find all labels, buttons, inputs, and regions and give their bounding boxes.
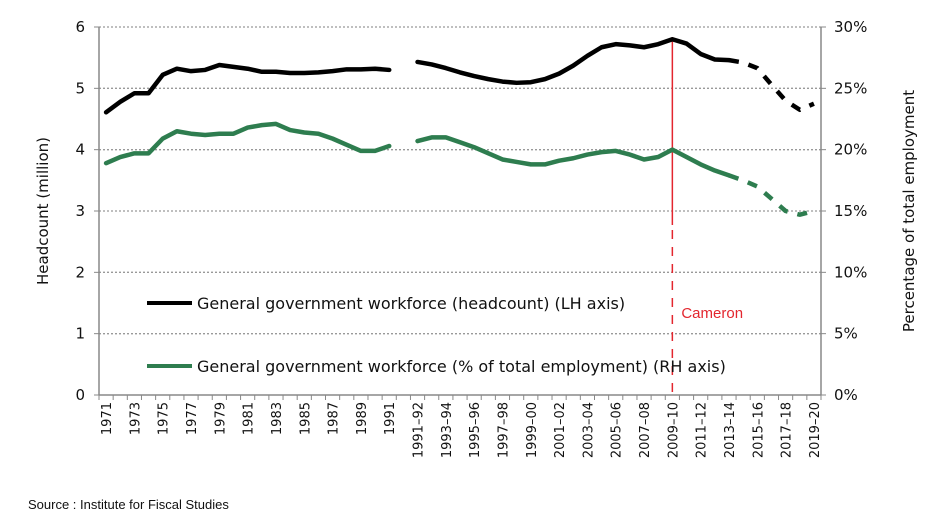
x-tick-label: 1987 — [327, 402, 342, 435]
x-tick-label: 1981 — [242, 402, 257, 435]
y-right-tick-label: 5% — [834, 325, 858, 343]
y-axis-title-right: Percentage of total employment — [900, 90, 918, 332]
y-tick-label: 2 — [75, 263, 85, 281]
x-tick-label: 2015–16 — [751, 402, 766, 458]
cameron-label: Cameron — [681, 305, 743, 322]
y-tick-label: 5 — [75, 79, 85, 97]
source-note: Source : Institute for Fiscal Studies — [28, 497, 229, 512]
percent-line — [415, 135, 732, 178]
y-right-tick-label: 20% — [834, 141, 867, 159]
y-right-tick-label: 30% — [834, 18, 867, 36]
x-tick-label: 1971 — [100, 402, 115, 435]
x-tick-label: 2017–18 — [780, 402, 795, 458]
x-tick-label: 1999–00 — [525, 402, 540, 458]
cameron-marker: Cameron — [671, 37, 743, 395]
headcount-line-projection — [728, 57, 815, 113]
x-tick-label: 1993–94 — [440, 402, 455, 458]
x-tick-label: 2003–04 — [581, 402, 596, 458]
x-axis-ticks: 1971 1973 1975 1977 1979 1981 1983 1985 1987 1989… — [98, 395, 823, 458]
x-tick-label: 1977 — [185, 402, 200, 435]
y-tick-label: 0 — [75, 386, 85, 404]
x-tick-label: 2013–14 — [723, 402, 738, 458]
x-tick-label: 2001–02 — [553, 402, 568, 458]
percent-line — [103, 121, 392, 166]
percent-line-projection — [728, 173, 815, 217]
x-tick-label: 2019–20 — [808, 402, 823, 458]
y-right-tick-label: 0% — [834, 386, 858, 404]
x-tick-label: 1973 — [128, 402, 143, 435]
series-lines — [103, 37, 815, 217]
x-tick-label: 1975 — [157, 402, 172, 435]
x-tick-label: 2007–08 — [638, 402, 653, 458]
y-right-tick-label: 10% — [834, 263, 867, 281]
left-axis-ticks: 0 1 2 3 4 5 6 — [75, 18, 99, 404]
headcount-line — [415, 37, 732, 86]
x-tick-label: 1997–98 — [496, 402, 511, 458]
x-tick-label: 1983 — [270, 402, 285, 435]
x-tick-label: 2011–12 — [695, 402, 710, 458]
x-tick-label: 1989 — [355, 402, 370, 435]
x-tick-label: 1979 — [213, 402, 228, 435]
y-tick-label: 3 — [75, 202, 85, 220]
gridlines — [99, 26, 821, 335]
y-axis-title-left: Headcount (million) — [34, 137, 52, 285]
y-right-tick-label: 15% — [834, 202, 867, 220]
legend: General government workforce (headcount)… — [147, 294, 726, 376]
x-tick-label: 1991–92 — [412, 402, 427, 458]
right-axis-ticks: 0% 5% 10% 15% 20% 25% 30% — [821, 18, 867, 404]
legend-label-percent: General government workforce (% of total… — [197, 357, 726, 376]
x-tick-label: 2009–10 — [666, 402, 681, 458]
legend-label-headcount: General government workforce (headcount)… — [197, 294, 625, 313]
y-right-tick-label: 25% — [834, 79, 867, 97]
x-tick-label: 2005–06 — [610, 402, 625, 458]
y-tick-label: 4 — [75, 141, 85, 159]
x-tick-label: 1995–96 — [468, 402, 483, 458]
x-tick-label: 1991 — [383, 402, 398, 435]
x-tick-label: 1985 — [298, 402, 313, 435]
y-tick-label: 6 — [75, 18, 85, 36]
y-tick-label: 1 — [75, 325, 85, 343]
